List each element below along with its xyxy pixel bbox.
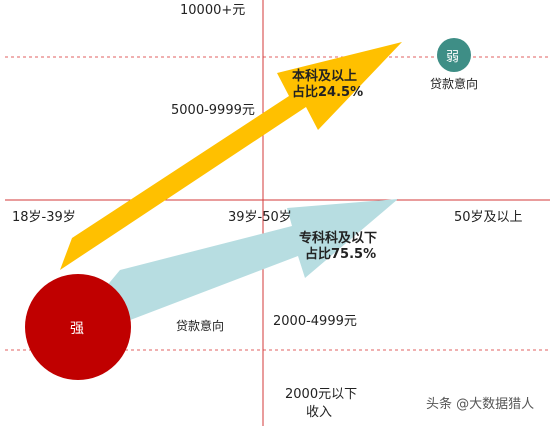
teal-arrow (95, 199, 398, 322)
upper-arrow-label-1: 本科及以上 (292, 69, 358, 84)
x-label-center: 39岁-50岁 (228, 210, 292, 225)
y-label-bottom-1: 2000元以下 (285, 387, 358, 402)
y-label-lower: 2000-4999元 (273, 314, 357, 329)
weak-circle-label: 弱 (446, 50, 460, 65)
upper-arrow-label-2: 占比24.5% (292, 85, 364, 100)
lower-arrow-label-1: 专科科及以下 (299, 231, 378, 246)
strong-circle-label: 强 (70, 321, 84, 337)
x-label-right: 50岁及以上 (454, 210, 523, 225)
strong-circle (25, 274, 131, 380)
strong-circle-caption: 贷款意向 (176, 319, 225, 333)
weak-circle-caption: 贷款意向 (430, 77, 479, 91)
gold-arrow (60, 42, 402, 270)
y-label-bottom-2: 收入 (306, 405, 333, 420)
weak-circle (437, 38, 471, 72)
y-label-upper: 5000-9999元 (171, 103, 255, 118)
x-label-left: 18岁-39岁 (12, 210, 76, 225)
y-label-top: 10000+元 (180, 3, 246, 18)
lower-arrow-label-2: 占比75.5% (305, 247, 377, 262)
watermark: 头条 @大数据猎人 (426, 397, 535, 412)
